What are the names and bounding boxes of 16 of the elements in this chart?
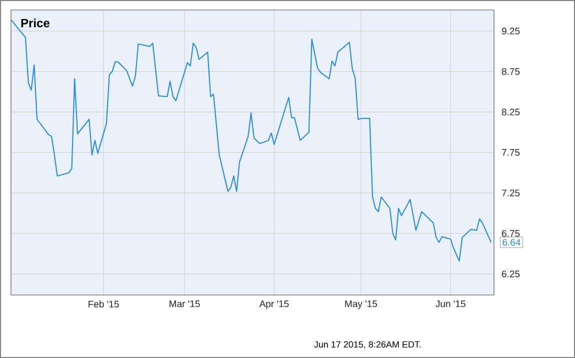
x-tick-label: Jun '15 [436, 300, 466, 308]
y-tick-label: 9.25 [502, 28, 520, 34]
y-tick-label: 8.75 [502, 68, 520, 75]
y-tick-label: 8.25 [502, 108, 520, 116]
data-label: 6.64 [502, 238, 520, 246]
x-tick-label: Mar '15 [170, 300, 200, 308]
x-tick-label: May '15 [345, 300, 378, 310]
y-tick-label: 7.75 [502, 149, 520, 156]
x-tick-label: Apr '15 [259, 300, 289, 310]
x-tick-label: Feb '15 [88, 300, 119, 308]
text: Price [21, 18, 50, 28]
y-tick-label: 6.25 [502, 270, 520, 278]
y-tick-label: 7.25 [502, 190, 520, 196]
line-series [10, 19, 492, 262]
y-tick-label: 6.75 [502, 230, 520, 237]
text: Jun 17 2015, 8:26AM EDT. [314, 341, 421, 349]
